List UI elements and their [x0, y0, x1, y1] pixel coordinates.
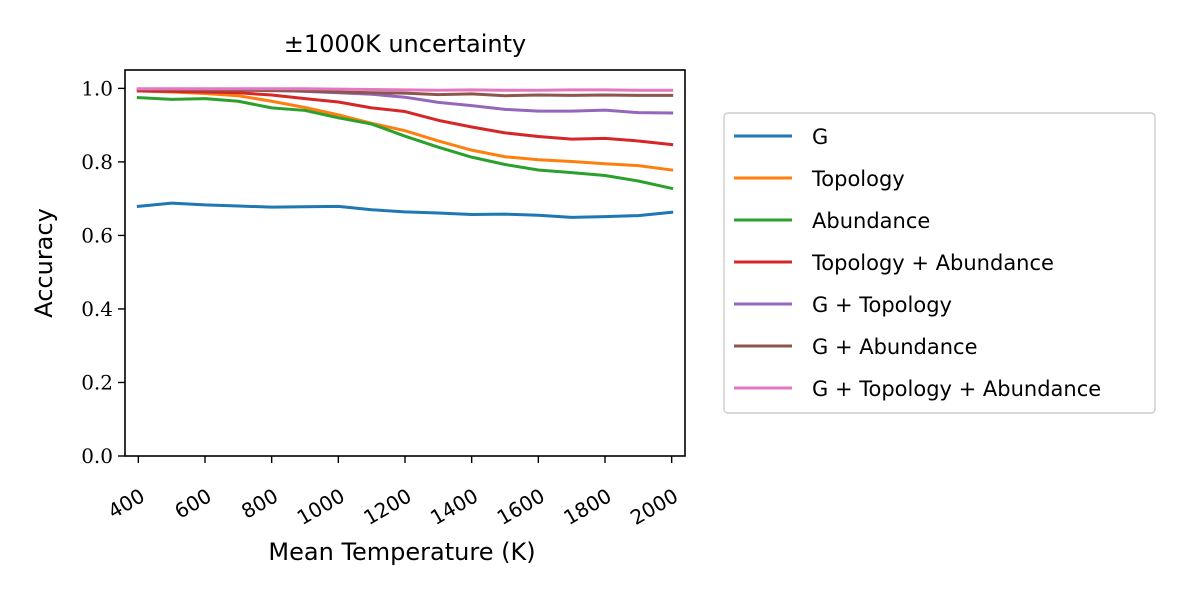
legend: G Topology Abundance Topology + Abundance G … — [723, 112, 1156, 414]
y-axis-label: Accuracy — [30, 208, 58, 318]
series-line-2 — [136, 89, 674, 172]
legend-label: G + Topology — [812, 293, 952, 317]
y-axis: 0.0 0.2 0.4 0.6 0.8 1.0 — [81, 76, 125, 468]
series-line-7 — [136, 87, 674, 92]
x-axis-label: Mean Temperature (K) — [268, 538, 535, 566]
y-tick-label: 0.4 — [81, 297, 113, 321]
legend-label: Topology — [811, 167, 905, 191]
chart-title: ±1000K uncertainty — [284, 30, 526, 58]
series-line-1 — [136, 201, 674, 219]
series-line-3 — [136, 95, 674, 191]
y-tick-label: 0.6 — [81, 223, 113, 247]
series-line-4 — [136, 89, 674, 147]
legend-label: G + Abundance — [812, 335, 978, 359]
plot-marks — [136, 87, 674, 219]
y-tick-label: 0.2 — [81, 370, 113, 394]
legend-label: G + Topology + Abundance — [812, 377, 1101, 401]
y-tick-label: 0.0 — [81, 444, 113, 468]
legend-label: G — [812, 125, 828, 149]
legend-items: G Topology Abundance Topology + Abundance G … — [734, 125, 1101, 401]
legend-box — [723, 112, 1156, 414]
y-tick-label: 1.0 — [81, 76, 113, 100]
y-tick-label: 0.8 — [81, 150, 113, 174]
legend-label: Abundance — [812, 209, 930, 233]
legend-label: Topology + Abundance — [811, 251, 1054, 275]
